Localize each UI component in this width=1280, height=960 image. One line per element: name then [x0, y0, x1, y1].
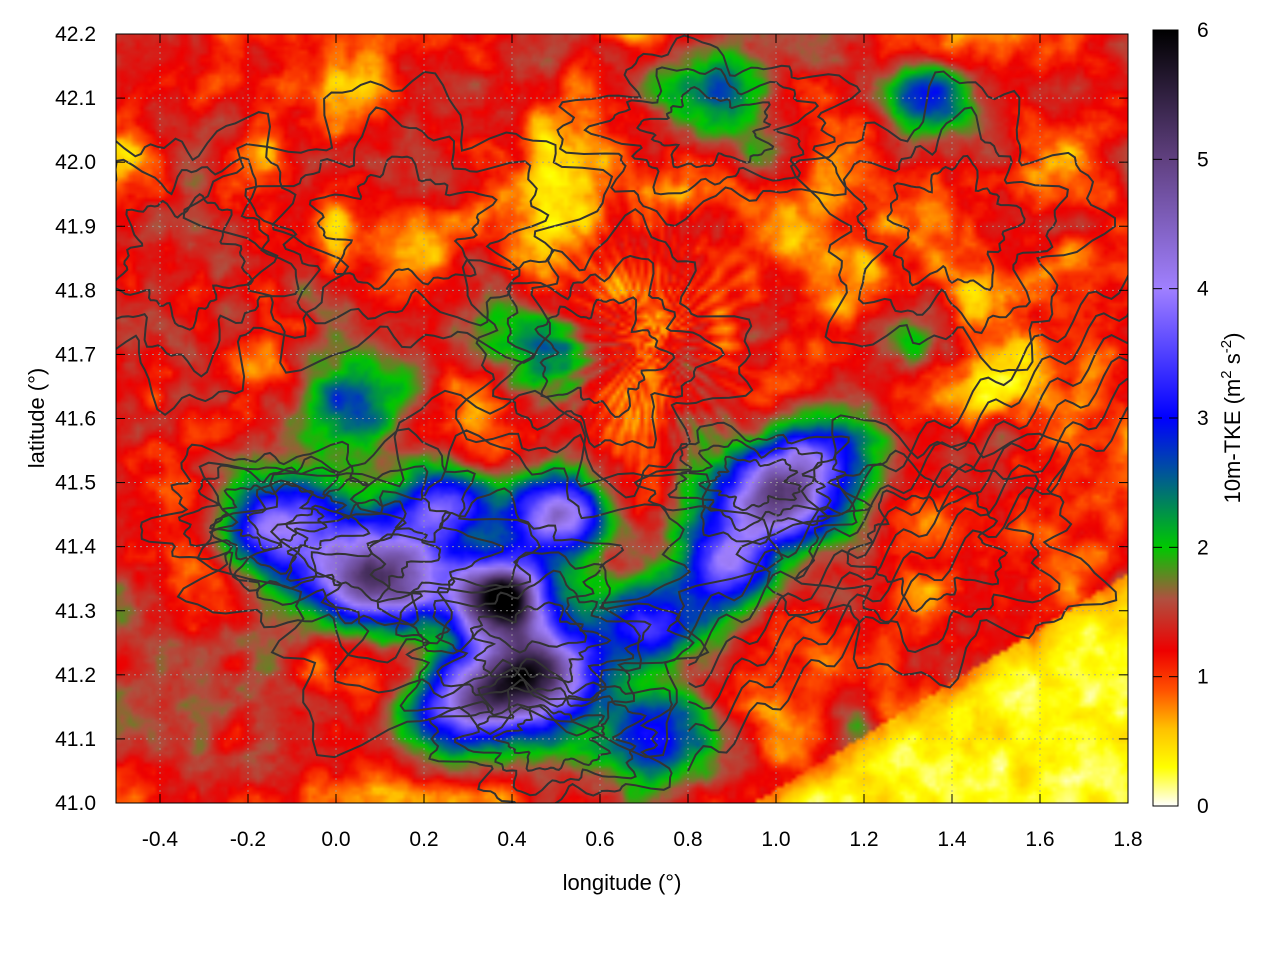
y-tick-label-7: 41.7: [55, 343, 96, 366]
x-tick-label-0: -0.4: [142, 828, 179, 851]
contour-line-34: [453, 686, 647, 797]
y-tick-label-4: 41.4: [55, 536, 96, 559]
x-axis: -0.4 -0.2 0.0 0.2 0.4 0.6 0.8 1.0 1.2 1.4 1.6 1.8: [142, 34, 1143, 851]
y-axis: 41.0 41.1 41.2 41.3 41.4 41.5 41.6 41.7 41.8 41.9…: [55, 23, 1128, 815]
plot-grid: [116, 34, 1128, 803]
y-tick-label-10: 42.0: [55, 151, 96, 174]
contour-line-29: [116, 192, 254, 331]
contour-line-31: [793, 449, 1061, 654]
y-axis-title: latitude (°): [24, 368, 49, 469]
contour-line-11: [209, 482, 328, 551]
colorbar-tick-label-3: 3: [1197, 407, 1209, 430]
contour-line-13: [667, 438, 832, 532]
y-tick-label-0: 41.0: [55, 792, 96, 815]
contour-line-17: [636, 86, 775, 169]
x-tick-label-7: 1.0: [761, 828, 790, 851]
contour-line-41: [687, 273, 1128, 640]
x-tick-label-8: 1.2: [849, 828, 878, 851]
contour-line-21: [789, 70, 1116, 373]
contour-line-39: [687, 333, 1128, 689]
contour-line-10: [177, 464, 371, 575]
contour-line-23: [886, 154, 1026, 292]
x-axis-title: longitude (°): [563, 870, 682, 895]
x-tick-label-3: 0.2: [409, 828, 438, 851]
contour-line-22: [842, 106, 1070, 335]
colorbar-tick-label-1: 1: [1197, 666, 1209, 689]
contour-line-26: [534, 296, 676, 419]
y-tick-label-8: 41.8: [55, 279, 96, 302]
terrain-contours: [116, 34, 1128, 803]
contour-line-2: [367, 487, 625, 655]
y-tick-label-2: 41.2: [55, 664, 96, 687]
contour-line-0: [196, 389, 784, 759]
y-tick-label-6: 41.6: [55, 408, 96, 431]
y-tick-label-5: 41.5: [55, 472, 96, 495]
y-tick-label-1: 41.1: [55, 728, 96, 751]
contour-line-15: [556, 34, 862, 227]
contour-line-32: [846, 489, 1009, 613]
contour-line-36: [687, 406, 1128, 772]
contour-line-33: [428, 657, 673, 803]
contour-line-4: [432, 569, 652, 708]
x-tick-label-2: 0.0: [321, 828, 350, 851]
contour-line-37: [687, 377, 1128, 733]
colorbar-tick-label-0: 0: [1197, 795, 1209, 818]
x-tick-label-1: -0.2: [230, 828, 266, 851]
y-tick-label-9: 41.9: [55, 215, 96, 238]
contour-line-38: [687, 355, 1128, 710]
x-tick-label-4: 0.4: [497, 828, 527, 851]
contour-line-5: [469, 601, 612, 684]
contour-line-14: [698, 455, 802, 512]
colorbar-title: 10m-TKE (m2 s-2): [1218, 333, 1245, 504]
contour-line-7: [231, 465, 505, 627]
contour-line-24: [455, 207, 754, 499]
contour-line-28: [116, 156, 300, 378]
colorbar-tick-label-6: 6: [1197, 19, 1209, 42]
x-tick-label-5: 0.6: [585, 828, 614, 851]
colorbar-tick-label-2: 2: [1197, 536, 1209, 559]
contour-line-12: [633, 421, 873, 546]
x-tick-label-11: 1.8: [1113, 828, 1142, 851]
contour-line-16: [583, 66, 820, 196]
colorbar-ticks: 0 1 2 3 4 5 6: [1153, 19, 1209, 818]
colorbar: 0 1 2 3 4 5 6 10m-TKE (m2 s-2): [1152, 19, 1245, 818]
contour-line-9: [139, 440, 407, 592]
contour-line-40: [687, 312, 1128, 667]
y-tick-label-11: 42.1: [55, 87, 96, 110]
y-tick-label-3: 41.3: [55, 600, 96, 623]
x-tick-label-10: 1.6: [1025, 828, 1054, 851]
x-tick-label-6: 0.8: [673, 828, 702, 851]
contour-line-27: [116, 111, 350, 417]
colorbar-tick-label-5: 5: [1197, 148, 1209, 171]
colorbar-tick-label-4: 4: [1197, 278, 1209, 301]
x-tick-label-9: 1.4: [937, 828, 967, 851]
contour-line-20: [308, 155, 498, 290]
contour-line-35: [492, 703, 612, 772]
contour-line-25: [492, 254, 726, 449]
y-tick-label-12: 42.2: [55, 23, 96, 46]
